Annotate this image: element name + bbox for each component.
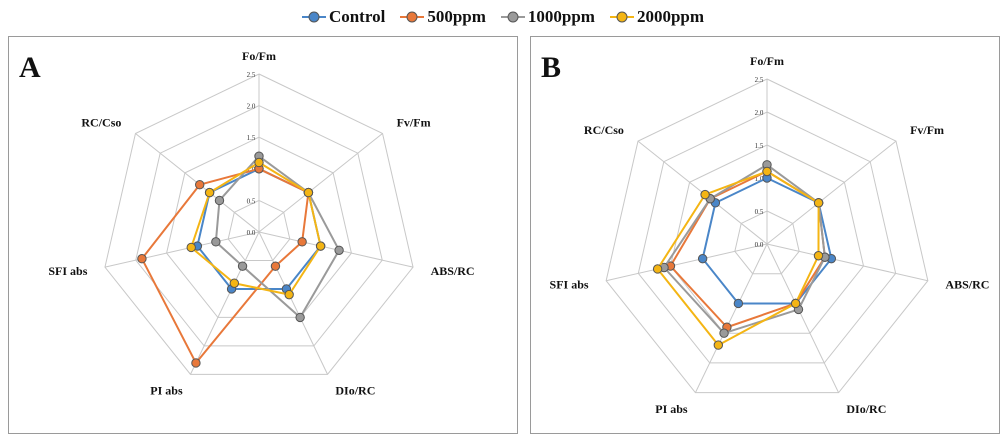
pb-spoke-fv-fm [766, 140, 897, 245]
pa-tick-label: 0.5 [247, 197, 256, 205]
pb-spoke-abs-rc [766, 243, 928, 282]
pb-grid-ring-1 [734, 210, 800, 275]
pb-series-control-point-pi-abs [733, 298, 744, 309]
pb-tick-label: 1.5 [755, 142, 764, 150]
pb-grid-ring-5 [605, 78, 929, 394]
legend-label-1000ppm: 1000ppm [527, 7, 595, 26]
legend-item-control: Control [301, 7, 385, 27]
pb-axis-label-sfi-abs: SFI abs [550, 278, 589, 292]
pb-series-control-line [701, 177, 833, 305]
pb-axis-label-pi-abs: PI abs [655, 402, 688, 416]
pb-series-2000ppm-point-abs-rc [813, 251, 824, 261]
pb-axis-label-fo-fm: Fo/Fm [750, 54, 784, 68]
pb-series-2000ppm-point-pi-abs [713, 340, 724, 350]
pa-axis-label-fo-fm: Fo/Fm [242, 49, 276, 63]
pa-axis-label-dio-rc: DIo/RC [335, 384, 375, 398]
radar-panel-b: 0.0 0.5 1.0 1.5 2.0 2.5 Fo/Fm Fv/Fm ABS/RC DIo/RC… [530, 36, 1000, 434]
pa-grid-ring-3 [166, 136, 352, 318]
pa-series-500ppm-point-abs-rc [297, 237, 307, 247]
legend-label-control: Control [328, 7, 386, 26]
pa-series-1000ppm-point-dio-rc [295, 312, 305, 323]
legend-item-500ppm: 500ppm [399, 7, 486, 27]
legend-label-500ppm: 500ppm [427, 7, 486, 26]
pa-series-1000ppm-point-abs-rc [334, 245, 344, 255]
pa-grid-ring-5 [104, 73, 414, 375]
radar-chart-b: 0.0 0.5 1.0 1.5 2.0 2.5 Fo/Fm Fv/Fm ABS/RC DIo/RC… [550, 54, 990, 416]
pa-series-2000ppm-point-dio-rc [284, 289, 294, 300]
pa-series-1000ppm-point-pi-abs [237, 261, 248, 271]
pb-axis-label-fv-fm: Fv/Fm [910, 123, 944, 137]
pa-series-2000ppm-point-fv-fm [303, 187, 314, 198]
radar-chart-a: 0.0 0.5 1.0 1.5 2.0 2.5 Fo/Fm Fv/Fm ABS/RC DIo/RC… [48, 49, 475, 398]
pb-tick-label: 2.5 [755, 76, 764, 84]
pa-axis-label-abs-rc: ABS/RC [431, 264, 475, 278]
pb-series-control-point-sfi-abs [697, 253, 708, 264]
pb-axis-label-abs-rc: ABS/RC [945, 278, 989, 292]
pb-spoke-dio-rc [766, 243, 840, 393]
pa-series-500ppm-point-sfi-abs [137, 254, 147, 264]
pb-tick-label: 2.0 [755, 109, 764, 117]
pb-grid-ring-3 [669, 144, 865, 334]
legend-label-2000ppm: 2000ppm [636, 7, 705, 26]
panel-letter-b: B [541, 51, 562, 84]
pa-series-2000ppm-point-rc-cso [204, 187, 215, 198]
pb-tick-label: 0.5 [755, 208, 764, 216]
pa-axis-label-pi-abs: PI abs [150, 384, 183, 398]
pa-tick-label: 2.5 [247, 71, 256, 79]
panel-letter-a: A [19, 51, 41, 84]
pa-axis-label-rc-cso: RC/Cso [81, 115, 121, 129]
pa-axis-label-fv-fm: Fv/Fm [397, 115, 431, 129]
pb-spoke-sfi-abs [606, 243, 768, 282]
pb-series-2000ppm-line [656, 170, 820, 347]
pb-tick-label: 0.0 [755, 241, 764, 249]
pb-spoke-pi-abs [694, 243, 768, 393]
pa-grid-ring-1 [227, 199, 291, 261]
pa-series-2000ppm-line [190, 161, 322, 296]
pa-axis-label-sfi-abs: SFI abs [48, 264, 87, 278]
pa-series-500ppm-point-dio-rc [270, 261, 281, 271]
pa-series-2000ppm-point-sfi-abs [186, 242, 196, 253]
pa-series-2000ppm-point-pi-abs [229, 278, 240, 288]
pa-series-500ppm-line [140, 167, 310, 364]
pb-series-2000ppm-point-fv-fm [813, 198, 824, 208]
legend-marker-1000ppm [500, 11, 525, 23]
radar-panel-a: 0.0 0.5 1.0 1.5 2.0 2.5 Fo/Fm Fv/Fm ABS/RC DIo/RC… [8, 36, 518, 434]
pb-series-1000ppm-point-pi-abs [719, 328, 729, 338]
legend-item-2000ppm: 2000ppm [609, 7, 704, 27]
pb-axis-label-rc-cso: RC/Cso [584, 123, 624, 137]
pa-spoke-sfi-abs [104, 231, 260, 268]
legend-marker-2000ppm [609, 11, 634, 23]
pa-tick-label: 2.0 [247, 103, 256, 111]
pa-series-2000ppm-point-abs-rc [315, 241, 326, 251]
legend-item-1000ppm: 1000ppm [500, 7, 595, 27]
pb-grid-ring-4 [637, 111, 897, 364]
pa-series-1000ppm-point-rc-cso [214, 195, 225, 206]
pa-series-1000ppm-point-sfi-abs [211, 237, 221, 247]
pa-series-2000ppm-point-fo-fm [254, 157, 264, 168]
pa-tick-label: 1.5 [247, 134, 256, 142]
pb-series-2000ppm-point-rc-cso [700, 189, 710, 200]
pa-series-500ppm-point-rc-cso [195, 180, 205, 190]
pa-grid-ring-4 [135, 105, 383, 347]
pb-tick-label: 1.0 [755, 175, 764, 183]
pa-spoke-fv-fm [258, 133, 383, 233]
legend-marker-500ppm [400, 11, 425, 23]
pa-tick-label: 0.0 [247, 229, 256, 237]
pb-series-2000ppm-point-fo-fm [762, 166, 772, 177]
pa-series-500ppm-point-pi-abs [191, 358, 201, 368]
pa-spoke-dio-rc [258, 231, 329, 375]
chart-legend: Control 500ppm 1000ppm 2000ppm [0, 4, 1005, 30]
pa-spoke-pi-abs [189, 231, 260, 375]
pb-series-2000ppm-point-sfi-abs [652, 264, 663, 274]
legend-marker-control [301, 11, 326, 23]
pb-axis-label-dio-rc: DIo/RC [846, 402, 886, 416]
pa-tick-label: 1.0 [247, 166, 256, 174]
pb-series-2000ppm-point-dio-rc [790, 298, 801, 309]
